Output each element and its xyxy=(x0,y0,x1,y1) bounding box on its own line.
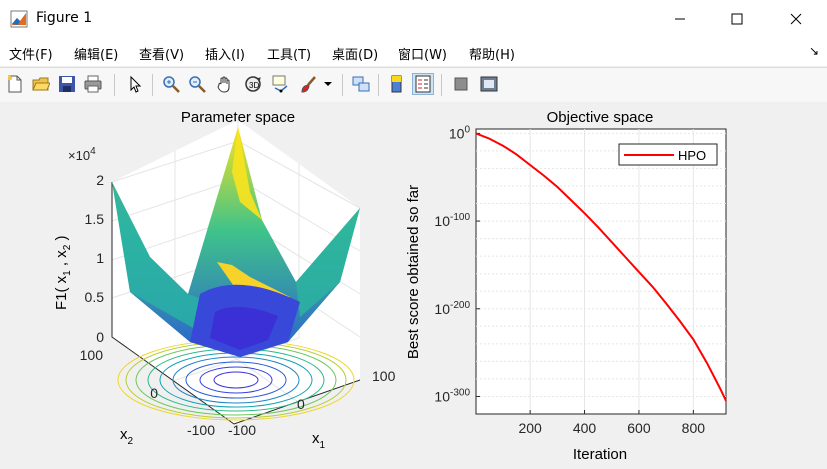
y-axis-label: Best score obtained so far xyxy=(405,185,422,359)
legend-label: HPO xyxy=(678,148,706,163)
brush-icon[interactable] xyxy=(298,73,320,95)
zoom-in-icon[interactable] xyxy=(160,73,182,95)
vertical-grid xyxy=(529,129,694,414)
menu-view[interactable]: 查看(V) xyxy=(139,48,185,63)
menu-desktop[interactable]: 桌面(D) xyxy=(332,48,379,63)
open-file-icon[interactable] xyxy=(30,73,52,95)
x-axis-label: Iteration xyxy=(573,446,627,463)
z-tick-label: 1.5 xyxy=(85,211,105,227)
close-button[interactable] xyxy=(773,0,819,38)
y-tick-label: 100 xyxy=(449,124,471,141)
figure-canvas: Parameter space xyxy=(0,102,827,465)
brush-dropdown-icon[interactable] xyxy=(322,73,334,95)
new-figure-icon[interactable] xyxy=(4,73,26,95)
menu-file[interactable]: 文件(F) xyxy=(9,48,53,63)
x1-tick-label: -100 xyxy=(228,422,256,438)
y-tick-label: 10-200 xyxy=(434,300,470,317)
figure-toolbar: 3D xyxy=(0,67,827,103)
menu-bar: 文件(F) 编辑(E) 查看(V) 插入(I) 工具(T) 桌面(D) 窗口(W… xyxy=(0,38,827,66)
minimize-button[interactable] xyxy=(657,0,703,38)
x2-tick-label: 100 xyxy=(80,347,104,363)
objective-space-plot: Objective space 200 400 600 800 10010-10010… xyxy=(405,109,727,463)
colorbar-icon[interactable] xyxy=(386,73,408,95)
right-plot-title: Objective space xyxy=(547,109,654,126)
dock-arrow-icon[interactable]: ↘ xyxy=(808,44,819,58)
y-tick-label: 10-100 xyxy=(434,212,470,229)
pan-icon[interactable] xyxy=(214,73,236,95)
z-axis-label: F1( x1 , x2 ) xyxy=(53,236,73,310)
x2-axis-label: x2 xyxy=(120,426,134,447)
y-tick-label: 10-300 xyxy=(434,387,470,404)
z-tick-label: 1 xyxy=(96,250,104,266)
legend: HPO xyxy=(618,143,718,166)
x1-tick-label: 0 xyxy=(297,396,305,412)
left-plot-title: Parameter space xyxy=(181,109,295,126)
bowl-surface xyxy=(112,127,360,357)
matlab-logo-icon xyxy=(10,10,28,28)
maximize-button[interactable] xyxy=(714,0,760,38)
menu-help[interactable]: 帮助(H) xyxy=(469,48,515,63)
x-tick-group: 200 400 600 800 xyxy=(518,410,705,436)
menu-window[interactable]: 窗口(W) xyxy=(398,48,447,63)
window-title: Figure 1 xyxy=(36,10,93,26)
y-tick-group: 100 10-100 10-200 10-300 xyxy=(434,124,480,404)
svg-text:3D: 3D xyxy=(249,81,259,90)
close-icon xyxy=(790,13,802,25)
toolbar-separator xyxy=(114,74,115,96)
x-tick-label: 600 xyxy=(627,420,651,436)
z-tick-label: 2 xyxy=(96,172,104,188)
rotate-3d-icon[interactable]: 3D xyxy=(242,73,264,95)
link-plot-icon[interactable] xyxy=(350,73,372,95)
legend-icon[interactable] xyxy=(412,73,434,95)
toolbar-separator xyxy=(152,74,153,96)
horizontal-grid xyxy=(476,132,726,397)
hide-plot-tools-icon[interactable] xyxy=(450,73,472,95)
zoom-out-icon[interactable] xyxy=(186,73,208,95)
z-tick-label: 0 xyxy=(96,329,104,345)
toolbar-separator xyxy=(378,74,379,96)
toolbar-separator xyxy=(441,74,442,96)
pointer-icon[interactable] xyxy=(124,73,146,95)
minimize-icon xyxy=(675,18,685,20)
show-plot-tools-icon[interactable] xyxy=(478,73,500,95)
x-tick-label: 400 xyxy=(573,420,597,436)
z-tick-label: 0.5 xyxy=(85,289,105,305)
z-exponent-label: ×104 xyxy=(68,146,96,163)
x1-tick-label: 100 xyxy=(372,368,396,384)
series-line-hpo xyxy=(475,132,727,402)
x2-tick-label: 0 xyxy=(150,385,158,401)
save-icon[interactable] xyxy=(56,73,78,95)
window-titlebar: Figure 1 xyxy=(0,0,827,38)
x2-tick-label: -100 xyxy=(187,422,215,438)
menu-insert[interactable]: 插入(I) xyxy=(205,48,245,63)
x-tick-label: 800 xyxy=(682,420,706,436)
print-icon[interactable] xyxy=(82,73,104,95)
menu-tools[interactable]: 工具(T) xyxy=(267,48,312,63)
menu-edit[interactable]: 编辑(E) xyxy=(74,48,119,63)
data-cursor-icon[interactable] xyxy=(270,73,292,95)
toolbar-separator xyxy=(342,74,343,96)
x-tick-label: 200 xyxy=(518,420,542,436)
parameter-space-plot: Parameter space xyxy=(53,109,396,451)
x1-axis-label: x1 xyxy=(312,430,326,451)
maximize-icon xyxy=(731,13,743,25)
plot-area xyxy=(475,128,727,415)
